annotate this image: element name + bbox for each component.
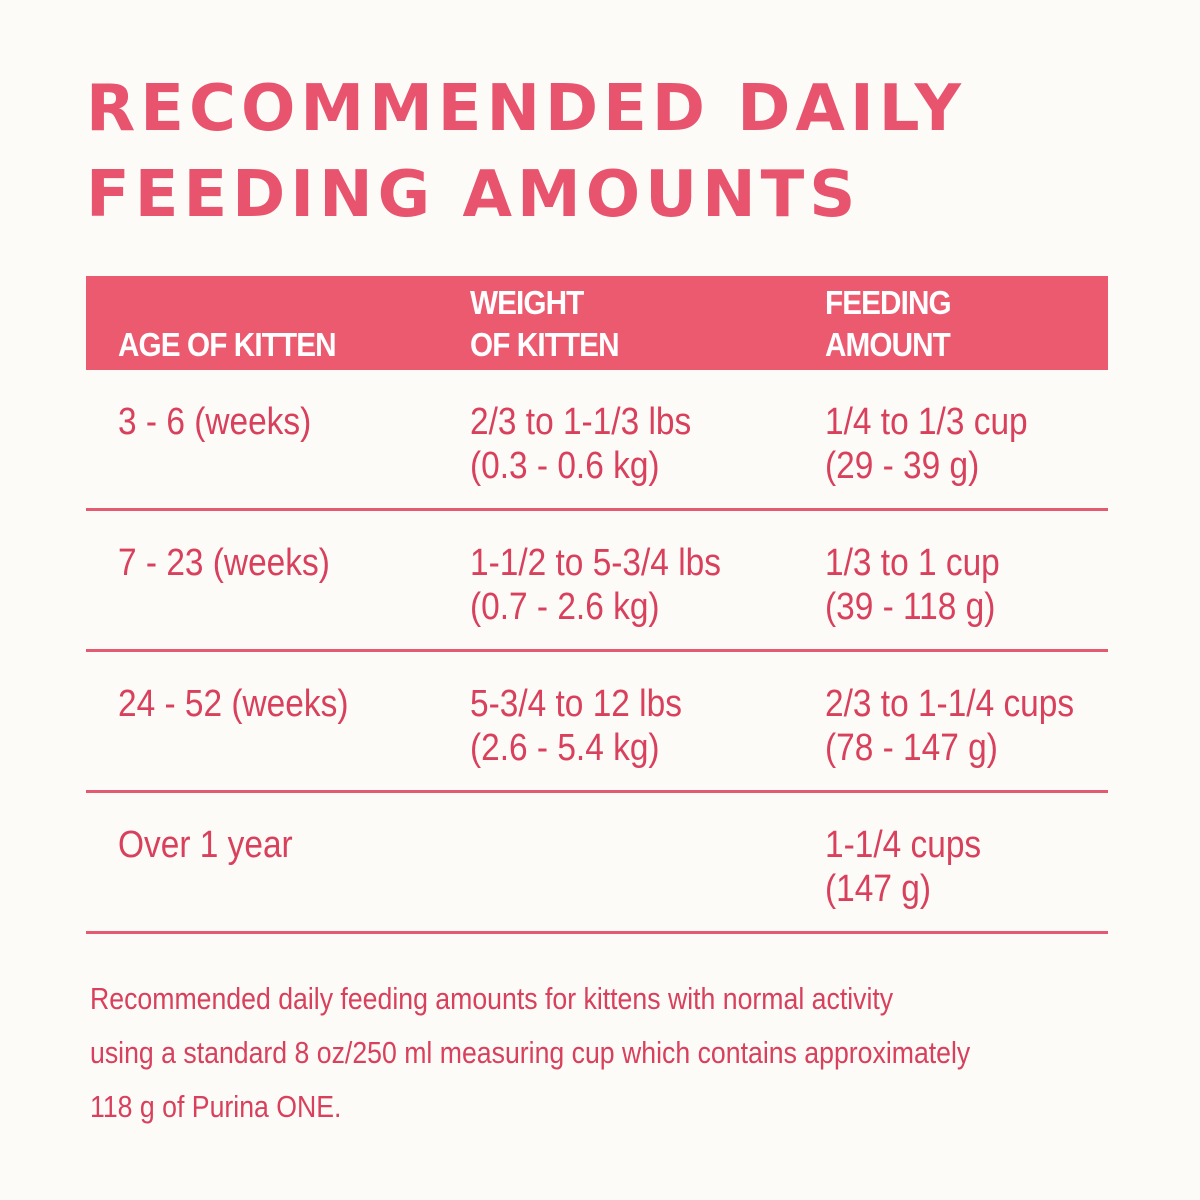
header-weight-line2: OF KITTEN [470, 326, 620, 363]
amount-grams: (147 g) [825, 868, 931, 910]
amount-cell: 1/4 to 1/3 cup (29 - 39 g) [825, 400, 1028, 488]
footnote: Recommended daily feeding amounts for ki… [90, 972, 1036, 1134]
age-value: 24 - 52 (weeks) [118, 683, 349, 725]
footnote-line-2: using a standard 8 oz/250 ml measuring c… [90, 1035, 971, 1070]
weight-lbs: 2/3 to 1-1/3 lbs [470, 401, 692, 443]
age-cell: 7 - 23 (weeks) [118, 541, 330, 585]
header-age-line2: AGE OF KITTEN [118, 326, 337, 363]
header-weight-line1: WEIGHT [470, 284, 584, 321]
weight-lbs: 1-1/2 to 5-3/4 lbs [470, 542, 721, 584]
header-weight: WEIGHT OF KITTEN [470, 282, 620, 366]
header-age: AGE OF KITTEN [118, 324, 337, 366]
table-header: AGE OF KITTEN WEIGHT OF KITTEN FEEDING A… [86, 276, 1108, 370]
amount-cell: 1-1/4 cups (147 g) [825, 823, 981, 911]
amount-grams: (39 - 118 g) [825, 586, 996, 628]
feeding-table: AGE OF KITTEN WEIGHT OF KITTEN FEEDING A… [86, 276, 1108, 934]
amount-cups: 1/4 to 1/3 cup [825, 401, 1028, 443]
weight-cell: 1-1/2 to 5-3/4 lbs (0.7 - 2.6 kg) [470, 541, 721, 629]
weight-kg: (0.3 - 0.6 kg) [470, 445, 660, 487]
age-value: 7 - 23 (weeks) [118, 542, 330, 584]
age-cell: 24 - 52 (weeks) [118, 682, 348, 726]
amount-cell: 2/3 to 1-1/4 cups (78 - 147 g) [825, 682, 1074, 770]
weight-kg: (2.6 - 5.4 kg) [470, 727, 660, 769]
amount-cups: 1-1/4 cups [825, 824, 982, 866]
amount-cell: 1/3 to 1 cup (39 - 118 g) [825, 541, 1000, 629]
age-value: Over 1 year [118, 824, 293, 866]
weight-cell: 5-3/4 to 12 lbs (2.6 - 5.4 kg) [470, 682, 682, 770]
header-amount-line1: FEEDING [825, 284, 952, 321]
table-row: 7 - 23 (weeks) 1-1/2 to 5-3/4 lbs (0.7 -… [86, 511, 1108, 652]
table-row: Over 1 year 1-1/4 cups (147 g) [86, 793, 1108, 934]
title-line-1: RECOMMENDED DAILY [86, 72, 966, 146]
age-cell: 3 - 6 (weeks) [118, 400, 311, 444]
table-row: 3 - 6 (weeks) 2/3 to 1-1/3 lbs (0.3 - 0.… [86, 370, 1108, 511]
page-title: RECOMMENDED DAILY FEEDING AMOUNTS [86, 66, 1136, 238]
table-row: 24 - 52 (weeks) 5-3/4 to 12 lbs (2.6 - 5… [86, 652, 1108, 793]
age-cell: Over 1 year [118, 823, 293, 867]
weight-lbs: 5-3/4 to 12 lbs [470, 683, 682, 725]
amount-grams: (29 - 39 g) [825, 445, 980, 487]
header-amount: FEEDING AMOUNT [825, 282, 952, 366]
title-line-2: FEEDING AMOUNTS [86, 158, 861, 232]
age-value: 3 - 6 (weeks) [118, 401, 312, 443]
amount-cups: 1/3 to 1 cup [825, 542, 1000, 584]
header-amount-line2: AMOUNT [825, 326, 951, 363]
footnote-line-3: 118 g of Purina ONE. [90, 1089, 342, 1124]
footnote-line-1: Recommended daily feeding amounts for ki… [90, 981, 894, 1016]
weight-kg: (0.7 - 2.6 kg) [470, 586, 660, 628]
amount-cups: 2/3 to 1-1/4 cups [825, 683, 1075, 725]
amount-grams: (78 - 147 g) [825, 727, 998, 769]
weight-cell: 2/3 to 1-1/3 lbs (0.3 - 0.6 kg) [470, 400, 691, 488]
